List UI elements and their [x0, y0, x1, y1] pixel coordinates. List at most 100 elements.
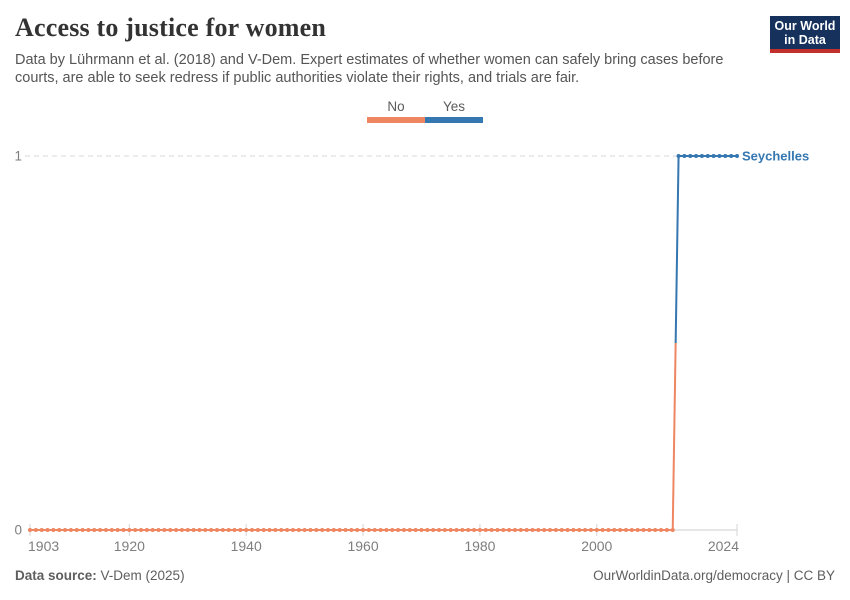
data-point-dot[interactable] — [413, 528, 418, 532]
data-point-dot[interactable] — [606, 528, 611, 532]
data-point-dot[interactable] — [80, 528, 85, 532]
data-point-dot[interactable] — [255, 528, 260, 532]
data-point-dot[interactable] — [571, 528, 576, 532]
data-point-dot[interactable] — [524, 528, 529, 532]
data-point-dot[interactable] — [711, 154, 716, 158]
data-point-dot[interactable] — [57, 528, 62, 532]
data-point-dot[interactable] — [670, 528, 675, 532]
data-point-dot[interactable] — [86, 528, 91, 532]
data-point-dot[interactable] — [699, 154, 704, 158]
data-point-dot[interactable] — [618, 528, 623, 532]
data-point-dot[interactable] — [232, 528, 237, 532]
data-point-dot[interactable] — [442, 528, 447, 532]
data-point-dot[interactable] — [144, 528, 149, 532]
legend-item-no[interactable]: No — [367, 99, 425, 123]
data-point-dot[interactable] — [325, 528, 330, 532]
data-point-dot[interactable] — [220, 528, 225, 532]
data-point-dot[interactable] — [635, 528, 640, 532]
data-point-dot[interactable] — [641, 528, 646, 532]
data-point-dot[interactable] — [168, 528, 173, 532]
data-point-dot[interactable] — [600, 528, 605, 532]
data-point-dot[interactable] — [133, 528, 138, 532]
data-point-dot[interactable] — [437, 528, 442, 532]
data-point-dot[interactable] — [717, 154, 722, 158]
data-point-dot[interactable] — [384, 528, 389, 532]
data-point-dot[interactable] — [530, 528, 535, 532]
data-point-dot[interactable] — [723, 154, 728, 158]
data-point-dot[interactable] — [267, 528, 272, 532]
data-point-dot[interactable] — [302, 528, 307, 532]
data-point-dot[interactable] — [629, 528, 634, 532]
data-point-dot[interactable] — [664, 528, 669, 532]
data-point-dot[interactable] — [542, 528, 547, 532]
data-point-dot[interactable] — [214, 528, 219, 532]
data-point-dot[interactable] — [472, 528, 477, 532]
data-point-dot[interactable] — [501, 528, 506, 532]
data-point-dot[interactable] — [337, 528, 342, 532]
series-line-yes[interactable] — [674, 155, 737, 344]
data-point-dot[interactable] — [419, 528, 424, 532]
data-point-dot[interactable] — [512, 528, 517, 532]
data-point-dot[interactable] — [179, 528, 184, 532]
data-point-dot[interactable] — [28, 528, 32, 532]
data-point-dot[interactable] — [349, 528, 354, 532]
data-point-dot[interactable] — [203, 528, 208, 532]
data-point-dot[interactable] — [115, 528, 120, 532]
data-point-dot[interactable] — [92, 528, 97, 532]
data-point-dot[interactable] — [279, 528, 284, 532]
data-point-dot[interactable] — [507, 528, 512, 532]
data-point-dot[interactable] — [396, 528, 401, 532]
data-point-dot[interactable] — [197, 528, 202, 532]
data-point-dot[interactable] — [314, 528, 319, 532]
data-point-dot[interactable] — [694, 154, 699, 158]
data-point-dot[interactable] — [150, 528, 155, 532]
data-point-dot[interactable] — [553, 528, 558, 532]
data-point-dot[interactable] — [162, 528, 167, 532]
entity-label-seychelles[interactable]: Seychelles — [742, 149, 809, 164]
data-point-dot[interactable] — [68, 528, 73, 532]
data-point-dot[interactable] — [98, 528, 103, 532]
data-point-dot[interactable] — [51, 528, 56, 532]
data-point-dot[interactable] — [477, 528, 482, 532]
data-point-dot[interactable] — [127, 528, 132, 532]
data-point-dot[interactable] — [647, 528, 652, 532]
data-point-dot[interactable] — [460, 528, 465, 532]
data-point-dot[interactable] — [250, 528, 255, 532]
data-point-dot[interactable] — [320, 528, 325, 532]
data-point-dot[interactable] — [296, 528, 301, 532]
data-point-dot[interactable] — [366, 528, 371, 532]
data-point-dot[interactable] — [705, 154, 710, 158]
data-point-dot[interactable] — [45, 528, 50, 532]
data-point-dot[interactable] — [109, 528, 114, 532]
data-point-dot[interactable] — [407, 528, 412, 532]
data-point-dot[interactable] — [185, 528, 190, 532]
data-point-dot[interactable] — [448, 528, 453, 532]
data-point-dot[interactable] — [729, 154, 734, 158]
data-point-dot[interactable] — [372, 528, 377, 532]
data-point-dot[interactable] — [483, 528, 488, 532]
data-point-dot[interactable] — [390, 528, 395, 532]
data-point-dot[interactable] — [103, 528, 108, 532]
data-point-dot[interactable] — [74, 528, 79, 532]
data-point-dot[interactable] — [355, 528, 360, 532]
series-line-no[interactable] — [30, 342, 677, 531]
data-point-dot[interactable] — [244, 528, 249, 532]
data-point-dot[interactable] — [612, 528, 617, 532]
data-point-dot[interactable] — [548, 528, 553, 532]
data-point-dot[interactable] — [226, 528, 231, 532]
data-point-dot[interactable] — [401, 528, 406, 532]
data-point-dot[interactable] — [659, 528, 664, 532]
data-point-dot[interactable] — [653, 528, 658, 532]
data-point-dot[interactable] — [454, 528, 459, 532]
legend-item-yes[interactable]: Yes — [425, 99, 483, 123]
data-point-dot[interactable] — [156, 528, 161, 532]
data-point-dot[interactable] — [33, 528, 38, 532]
data-point-dot[interactable] — [688, 154, 693, 158]
data-point-dot[interactable] — [559, 528, 564, 532]
data-point-dot[interactable] — [174, 528, 179, 532]
data-point-dot[interactable] — [594, 528, 599, 532]
owid-credit-link[interactable]: OurWorldinData.org/democracy | CC BY — [593, 568, 835, 583]
data-point-dot[interactable] — [361, 528, 366, 532]
data-point-dot[interactable] — [583, 528, 588, 532]
